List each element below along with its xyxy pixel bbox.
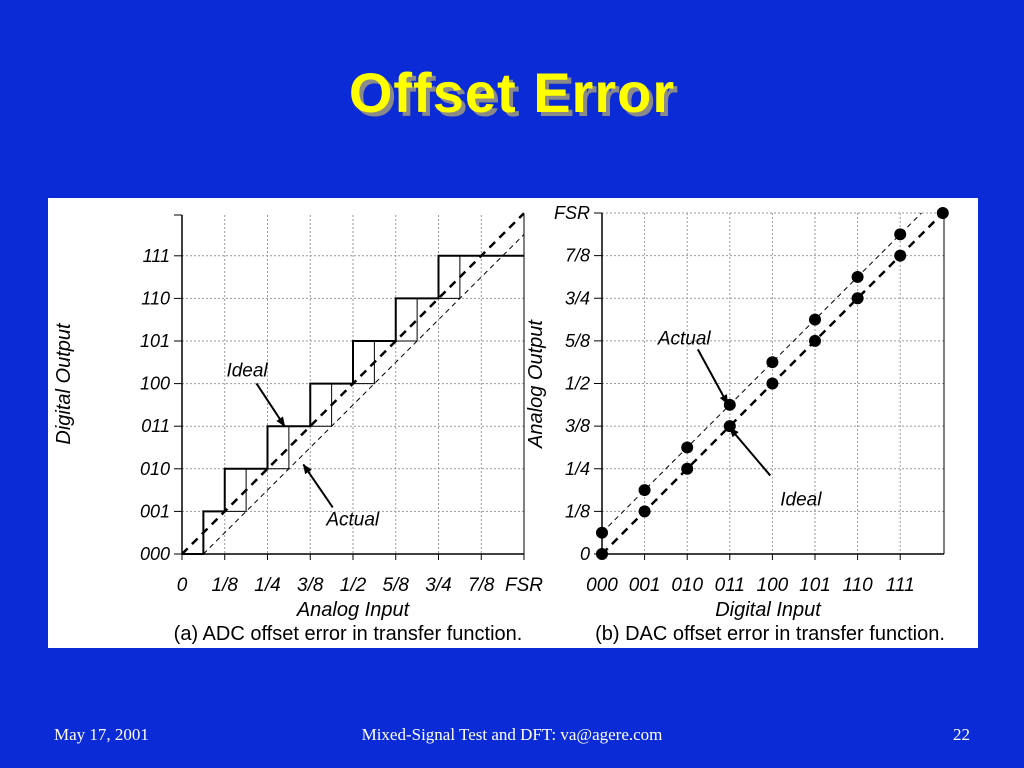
adc-annotation-arrow <box>302 463 334 508</box>
dac-y-tick-label: 1/4 <box>565 459 590 479</box>
dac-point-actual <box>851 270 864 283</box>
page-number: 22 <box>953 725 970 744</box>
dac-point-ideal <box>723 420 736 433</box>
footer-center-text: Mixed-Signal Test and DFT: va@agere.com <box>361 725 663 744</box>
dac-x-tick-label: 001 <box>629 575 661 596</box>
dac-y-tick-label: 1/8 <box>565 501 590 521</box>
dac-point-ideal <box>809 334 821 347</box>
adc-x-axis-label: Analog Input <box>296 599 411 621</box>
dac-x-tick-label: 100 <box>757 575 789 596</box>
adc-series-actual-dashed-thin <box>203 234 525 555</box>
dac-annotation-ideal: Ideal <box>780 490 822 511</box>
adc-annotation-ideal: Ideal <box>226 360 268 381</box>
dac-y-tick-label: FSR <box>554 203 590 223</box>
dac-y-tick-label: 0 <box>580 544 590 564</box>
dac-annotation-arrow <box>729 427 772 477</box>
dac-point-actual <box>638 484 651 497</box>
adc-y-tick-label: 010 <box>140 459 170 479</box>
slide-title: Offset Error <box>348 61 676 124</box>
dac-point-ideal <box>596 548 608 560</box>
adc-annotation-arrow <box>255 382 286 428</box>
adc-y-tick-label: 011 <box>141 416 170 436</box>
dac-x-axis-label: Digital Input <box>715 599 822 621</box>
adc-x-tick-label: 3/4 <box>425 575 451 596</box>
adc-y-axis-label: Digital Output <box>53 322 75 445</box>
dac-y-tick-label: 7/8 <box>565 246 590 266</box>
dac-point-ideal <box>851 292 864 305</box>
dac-x-tick-label: 011 <box>715 575 745 596</box>
dac-x-tick-label: 110 <box>842 575 873 596</box>
adc-x-tick-label: 1/8 <box>212 575 239 596</box>
dac-point-actual <box>596 526 608 539</box>
dac-point-ideal <box>894 249 907 262</box>
dac-point-ideal <box>766 377 779 390</box>
dac-caption: (b) DAC offset error in transfer functio… <box>595 623 945 645</box>
adc-x-tick-label: 1/2 <box>340 575 367 596</box>
adc-y-tick-label: 001 <box>140 501 170 521</box>
dac-y-tick-label: 3/8 <box>565 416 590 436</box>
adc-x-tick-label: 3/8 <box>297 575 324 596</box>
dac-point-actual <box>809 313 821 326</box>
dac-y-tick-label: 5/8 <box>565 331 590 351</box>
adc-x-tick-label: 7/8 <box>468 575 495 596</box>
offset-error-charts: 0 1/8 1/4 3/8 1/2 5/8 3/4 7/8 FSR000001010011100… <box>53 203 949 645</box>
dac-x-tick-label: 010 <box>671 575 703 596</box>
adc-y-tick-label: 110 <box>141 288 170 308</box>
dac-y-tick-label: 1/2 <box>565 374 590 394</box>
dac-annotation-arrow <box>696 348 729 405</box>
dac-point-actual <box>894 228 907 241</box>
adc-x-tick-label: 1/4 <box>254 575 280 596</box>
dac-point-ideal <box>936 207 949 219</box>
dac-x-tick-label: 101 <box>799 575 831 596</box>
adc-x-tick-label: 5/8 <box>383 575 410 596</box>
adc-y-tick-label: 000 <box>140 544 170 564</box>
adc-y-tick-label: 101 <box>140 331 170 351</box>
adc-annotation-actual: Actual <box>325 509 380 530</box>
adc-x-tick-label: 0 <box>177 575 188 596</box>
dac-x-tick-label: 111 <box>886 575 915 596</box>
adc-y-tick-label: 111 <box>143 246 170 266</box>
dac-x-tick-label: 000 <box>586 575 618 596</box>
dac-point-actual <box>681 441 694 454</box>
adc-caption: (a) ADC offset error in transfer functio… <box>174 623 523 645</box>
adc-x-tick-label: FSR <box>505 575 543 596</box>
adc-series-actual-staircase <box>182 254 524 555</box>
dac-point-ideal <box>638 505 651 518</box>
dac-actual-line <box>601 212 922 534</box>
offset-error-figure: 0 1/8 1/4 3/8 1/2 5/8 3/4 7/8 FSR 000 001 010 011 100… <box>48 198 978 648</box>
dac-y-axis-label: Analog Output <box>525 319 547 449</box>
dac-point-ideal <box>681 462 694 475</box>
dac-annotation-actual: Actual <box>657 328 712 349</box>
dac-point-actual <box>766 356 779 369</box>
adc-y-tick-label: 100 <box>140 374 170 394</box>
dac-y-tick-label: 3/4 <box>565 288 590 308</box>
footer-date: May 17, 2001 <box>54 725 149 744</box>
